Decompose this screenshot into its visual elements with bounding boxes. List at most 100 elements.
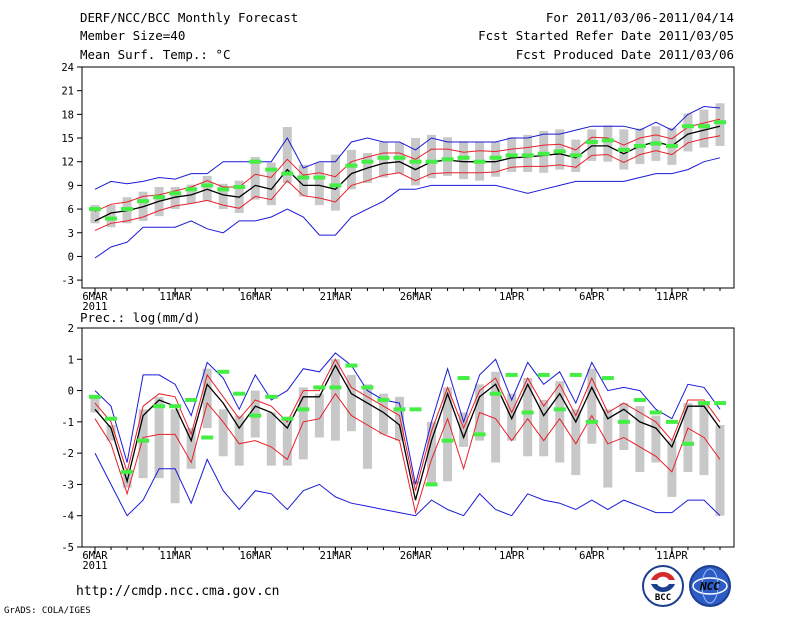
chart-temp-climatology-mark xyxy=(121,207,134,212)
chart-prec-climatology-mark xyxy=(329,385,342,390)
chart-prec-spread-bar xyxy=(330,359,340,441)
chart-temp-climatology-mark xyxy=(489,155,502,160)
chart-temp-y-tick-label: 9 xyxy=(68,180,74,192)
variable-label: Mean Surf. Temp.: °C xyxy=(80,47,231,62)
chart-prec-spread-bar xyxy=(282,418,292,466)
chart-prec-spread-bar xyxy=(298,387,308,460)
chart-temp-spread-bar xyxy=(443,137,453,176)
source-url[interactable]: http://cmdp.ncc.cma.gov.cn xyxy=(76,584,280,599)
chart-prec-climatology-mark xyxy=(585,419,598,424)
chart-prec-climatology-mark xyxy=(121,469,134,474)
chart-prec-spread-bar xyxy=(346,374,356,432)
chart-temp-climatology-mark xyxy=(617,147,630,152)
chart-temp-x-tick-label: 11APR xyxy=(656,291,688,303)
chart-temp-climatology-mark xyxy=(393,155,406,160)
chart-temp-x-tick-label: 6MAR xyxy=(82,291,108,303)
ncc-logo: NCC xyxy=(689,565,731,607)
chart-prec-climatology-mark xyxy=(233,391,246,396)
chart-prec-climatology-mark xyxy=(409,407,422,412)
chart-prec-spread-bar xyxy=(154,396,164,479)
chart-temp-spread-bar xyxy=(170,186,180,210)
chart-temp-climatology-mark xyxy=(633,143,646,148)
chart-temp-spread-bar xyxy=(603,125,613,162)
grads-credit: GrADS: COLA/IGES xyxy=(4,606,91,616)
chart-temp-climatology-mark xyxy=(217,187,230,192)
chart-prec-climatology-mark xyxy=(569,372,582,377)
chart-temp-spread-bar xyxy=(218,183,228,210)
bcc-logo-text: BCC xyxy=(655,593,671,603)
chart-prec-climatology-mark xyxy=(313,385,326,390)
chart-prec-spread-bar xyxy=(603,409,613,488)
chart-prec-y-tick-label: -1 xyxy=(61,417,74,429)
chart-temp-line-blue-min xyxy=(94,157,721,259)
chart-prec-spread-bar xyxy=(186,428,196,469)
chart-temp-spread-bar xyxy=(90,205,100,224)
chart-prec-x-tick-year: 2011 xyxy=(82,560,107,572)
chart-prec-y-tick-label: -5 xyxy=(61,542,74,554)
forecast-start-date: Fcst Started Refer Date 2011/03/05 xyxy=(478,28,734,43)
chart-prec-climatology-mark xyxy=(601,376,614,381)
chart-prec-spread-bar xyxy=(635,406,645,472)
chart-temp-spread-bar xyxy=(459,141,469,180)
chart-temp-climatology-mark xyxy=(105,216,118,221)
chart-temp-x-tick-label: 1APR xyxy=(499,291,525,303)
chart-prec-spread-bar xyxy=(106,424,116,441)
chart-temp-x-tick-label: 11MAR xyxy=(159,291,191,303)
chart-prec-spread-bar xyxy=(362,384,372,469)
chart-prec-x-tick-label: 1APR xyxy=(499,550,525,562)
chart-prec-spread-bar xyxy=(90,396,100,413)
chart-temp-climatology-mark xyxy=(297,175,310,180)
chart-temp-climatology-mark xyxy=(473,159,486,164)
chart-prec-spread-bar xyxy=(571,409,581,476)
chart-prec-climatology-mark xyxy=(489,391,502,396)
chart-prec-x-tick-label: 26MAR xyxy=(400,550,432,562)
chart-temp-climatology-mark xyxy=(233,184,246,189)
chart-temp-climatology-mark xyxy=(345,163,358,168)
chart-prec-spread-bar xyxy=(523,378,533,457)
chart-prec-line-red-lower xyxy=(94,392,721,515)
chart-prec-climatology-mark xyxy=(377,397,390,402)
chart-temp-x-tick-label: 16MAR xyxy=(239,291,271,303)
member-size: Member Size=40 xyxy=(80,28,185,43)
ncc-logo-text: NCC xyxy=(699,580,720,593)
chart-prec-climatology-mark xyxy=(681,441,694,446)
chart-prec-x-tick-label: 6APR xyxy=(579,550,605,562)
chart-prec-spread-bar xyxy=(218,409,228,457)
chart-prec-spread-bar xyxy=(683,403,693,472)
chart-temp-climatology-mark xyxy=(569,153,582,158)
chart-prec-climatology-mark xyxy=(714,401,726,406)
chart-temp-climatology-mark xyxy=(441,157,454,162)
chart-temp-climatology-mark xyxy=(601,138,614,143)
chart-temp-x-tick-label: 26MAR xyxy=(400,291,432,303)
chart-prec-plot-frame xyxy=(81,327,735,548)
chart-prec-spread-bar xyxy=(699,403,709,476)
chart-prec-spread-bar xyxy=(427,421,437,485)
chart-temp-spread-bar xyxy=(314,162,324,206)
chart-prec-line-blue-max xyxy=(94,352,721,485)
chart-temp-climatology-mark xyxy=(553,149,566,154)
chart-prec-spread-bar xyxy=(491,371,501,463)
chart-prec-spread-bar xyxy=(234,415,244,466)
chart-temp-spread-bar xyxy=(250,156,260,200)
chart-temp-climatology-mark xyxy=(169,191,182,196)
chart-prec-climatology-mark xyxy=(665,419,678,424)
chart-temp-climatology-mark xyxy=(313,175,326,180)
chart-temp-y-tick-label: 21 xyxy=(61,86,74,98)
chart-temp-y-tick-label: 24 xyxy=(61,62,74,74)
chart-temp-spread-bar xyxy=(330,154,340,211)
chart-prec-climatology-mark xyxy=(697,401,710,406)
chart-prec-spread-bar xyxy=(715,424,725,516)
chart-temp-x-tick-label: 21MAR xyxy=(320,291,352,303)
chart-temp-spread-bar xyxy=(106,205,116,228)
chart-temp-climatology-mark xyxy=(697,124,710,129)
chart-prec-climatology-mark xyxy=(185,397,198,402)
chart-prec-climatology-mark xyxy=(361,385,374,390)
chart-prec-spread-bar xyxy=(443,387,453,482)
chart-prec-spread-bar xyxy=(587,368,597,444)
chart-temp-climatology-mark xyxy=(537,151,550,156)
precip-panel-title: Prec.: log(mm/d) xyxy=(80,310,200,325)
chart-temp-climatology-mark xyxy=(281,171,294,176)
chart-prec-climatology-mark xyxy=(89,394,101,399)
